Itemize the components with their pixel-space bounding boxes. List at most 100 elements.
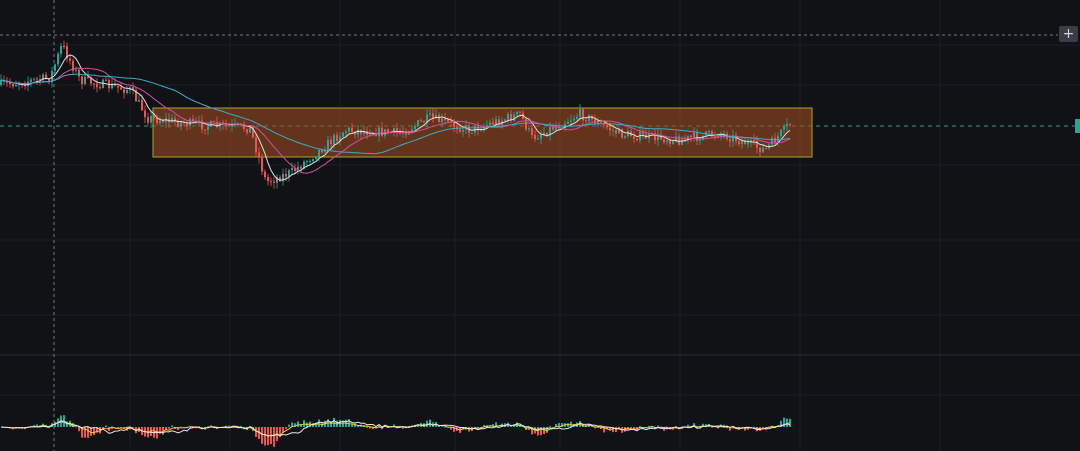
candle-body [309, 160, 311, 162]
macd-bar [300, 424, 302, 427]
candle-body [261, 157, 263, 172]
candle-body [678, 136, 680, 145]
macd-bar [102, 427, 104, 429]
macd-bar [168, 427, 170, 429]
candle-body [612, 130, 614, 132]
candle-body [297, 166, 299, 171]
macd-bar [354, 423, 356, 427]
macd-bar [540, 427, 542, 436]
macd-line [0, 420, 791, 437]
macd-bar [240, 425, 242, 427]
macd-bar [441, 426, 443, 428]
candle-body [462, 130, 464, 132]
candle-body [624, 136, 626, 138]
macd-bar [177, 427, 179, 431]
candle-body [306, 161, 308, 163]
candle-body [255, 137, 257, 153]
macd-bar [687, 424, 689, 427]
candle-body [534, 134, 536, 140]
candle-body [150, 115, 152, 123]
candle-body [348, 127, 350, 132]
candle-body [33, 78, 35, 80]
macd-bar [234, 427, 236, 428]
candle-body [228, 125, 230, 127]
candle-body [546, 132, 548, 136]
macd-bar [450, 427, 452, 430]
candle-body [225, 123, 227, 126]
candle-body [162, 120, 164, 123]
macd-bar [531, 427, 533, 435]
candle-body [111, 83, 113, 89]
candle-body [597, 121, 599, 125]
candle-body [264, 171, 266, 178]
candle-body [15, 84, 17, 87]
candle-body [513, 114, 515, 121]
candle-body [147, 117, 149, 123]
candle-body [768, 144, 770, 149]
candle-body [132, 87, 134, 91]
macd-bar [633, 427, 635, 430]
candle-body [771, 137, 773, 145]
candle-body [123, 89, 125, 93]
macd-bar [150, 427, 152, 437]
macd-bar [444, 426, 446, 428]
candle-body [786, 123, 788, 126]
candle-body [549, 127, 551, 136]
macd-bar [786, 418, 788, 427]
candle-body [432, 113, 434, 118]
candle-body [750, 140, 752, 142]
candle-body [12, 84, 14, 87]
macd-bar [378, 424, 380, 427]
candle-body [294, 168, 296, 171]
candle-body [324, 150, 326, 153]
candle-body [54, 64, 56, 71]
candle-body [273, 181, 275, 183]
candle-body [537, 138, 539, 140]
macd-bar [480, 427, 482, 428]
candle-body [714, 135, 716, 137]
macd-bar [657, 425, 659, 427]
candle-body [708, 131, 710, 133]
candle-body [426, 114, 428, 123]
macd-bar [639, 426, 641, 428]
macd-bar [615, 427, 617, 432]
macd-bar [36, 424, 38, 427]
candle-body [291, 168, 293, 171]
candle-body [285, 173, 287, 177]
candle-body [507, 114, 509, 120]
macd-bar [546, 427, 548, 433]
candle-body [690, 135, 692, 138]
macd-bar [99, 427, 101, 434]
macd-bar [261, 427, 263, 444]
macd-bar [729, 427, 731, 431]
macd-bar [84, 427, 86, 438]
candle-body [279, 177, 281, 182]
candle-body [9, 82, 11, 85]
macd-bar [156, 427, 158, 439]
candle-body [318, 149, 320, 158]
macd-bar [357, 425, 359, 427]
macd-bar [630, 427, 632, 431]
macd-bar [612, 427, 614, 433]
candle-body [732, 135, 734, 142]
candle-body [165, 118, 167, 123]
macd-bar [171, 425, 173, 427]
candle-body [270, 181, 272, 183]
macd-line [0, 421, 791, 437]
macd-bar [294, 423, 296, 427]
candle-body [552, 127, 554, 130]
macd-bar [33, 425, 35, 427]
candle-body [684, 139, 686, 141]
macd-bar [663, 427, 665, 431]
macd-bar [351, 424, 353, 427]
macd-bar [453, 427, 455, 432]
candle-body [102, 79, 104, 89]
candle-body [435, 114, 437, 118]
add-button[interactable]: + [1059, 26, 1078, 42]
candle-body [693, 132, 695, 138]
macd-bar [114, 427, 116, 428]
candle-body [516, 111, 518, 115]
candle-body [354, 131, 356, 135]
candle-body [336, 134, 338, 141]
candle-body [222, 122, 224, 124]
